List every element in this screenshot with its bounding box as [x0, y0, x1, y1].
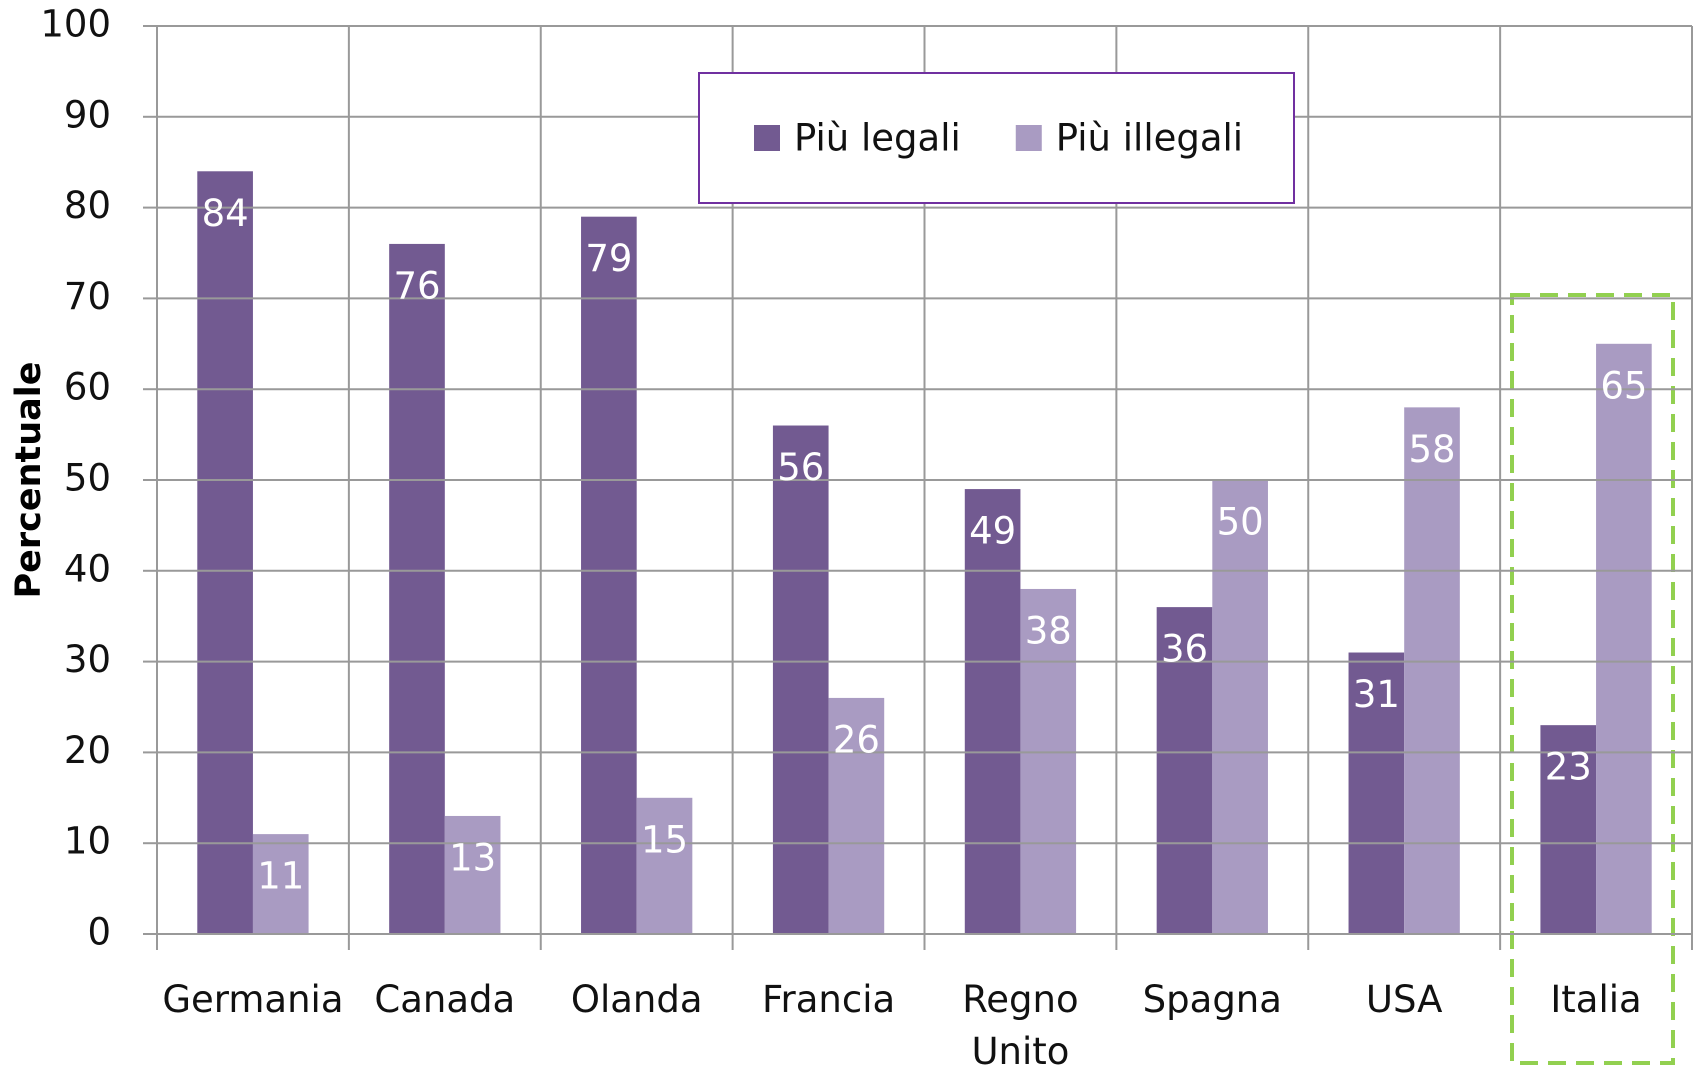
- x-tick-label: Regno Unito: [962, 978, 1079, 1073]
- x-tick-label: Olanda: [570, 978, 703, 1021]
- data-label: 84: [202, 192, 249, 235]
- x-tick-label: Canada: [374, 978, 516, 1021]
- legend-label: Più illegali: [1056, 117, 1243, 160]
- data-label: 38: [1025, 609, 1072, 652]
- y-tick-label: 70: [64, 275, 111, 318]
- x-tick-label: Spagna: [1142, 978, 1282, 1021]
- data-label: 11: [257, 855, 304, 898]
- data-label: 31: [1353, 673, 1400, 716]
- bar: [1212, 480, 1268, 934]
- y-tick-label: 40: [64, 547, 111, 590]
- data-label: 58: [1408, 428, 1455, 471]
- bar: [1020, 588, 1077, 934]
- data-label: 26: [833, 718, 880, 761]
- bar: [1540, 725, 1597, 934]
- data-label: 13: [449, 836, 496, 879]
- bar: [197, 171, 253, 934]
- y-tick-label: 100: [40, 3, 111, 46]
- bar: [636, 797, 693, 934]
- y-tick-label: 50: [64, 457, 111, 500]
- bar: [1348, 652, 1405, 934]
- data-label: 76: [393, 264, 440, 307]
- y-tick-label: 0: [87, 911, 111, 954]
- data-label: 50: [1217, 501, 1264, 544]
- y-tick-label: 30: [64, 638, 111, 681]
- legend-box: [698, 72, 1295, 204]
- data-label: 65: [1600, 364, 1647, 407]
- y-axis-label: Percentuale: [9, 361, 49, 598]
- x-tick-label: Germania: [162, 978, 344, 1021]
- data-label: 36: [1161, 628, 1208, 671]
- legend-swatch: [754, 125, 780, 151]
- bar: [828, 697, 885, 934]
- y-tick-label: 20: [64, 729, 111, 772]
- y-tick-label: 80: [64, 184, 111, 227]
- bar: [581, 216, 637, 934]
- data-label: 56: [777, 446, 824, 489]
- bar: [964, 489, 1021, 934]
- bar: [444, 815, 501, 934]
- bar: [389, 243, 445, 935]
- legend-swatch: [1015, 125, 1042, 151]
- x-tick-label: Francia: [761, 978, 896, 1021]
- legend-label: Più legali: [794, 117, 961, 160]
- data-label: 15: [641, 818, 688, 861]
- bar: [772, 425, 829, 934]
- y-tick-label: 10: [64, 820, 111, 863]
- x-tick-label: Italia: [1550, 978, 1642, 1021]
- data-label: 79: [585, 237, 632, 280]
- data-label: 23: [1545, 746, 1592, 789]
- bar: [252, 834, 309, 934]
- data-label: 49: [969, 510, 1016, 553]
- highlight-box: [1510, 293, 1675, 1065]
- bar: [1596, 343, 1652, 934]
- x-tick-label: USA: [1365, 978, 1443, 1021]
- y-tick-label: 60: [64, 366, 111, 409]
- y-tick-label: 90: [64, 93, 111, 136]
- bar: [1404, 407, 1460, 934]
